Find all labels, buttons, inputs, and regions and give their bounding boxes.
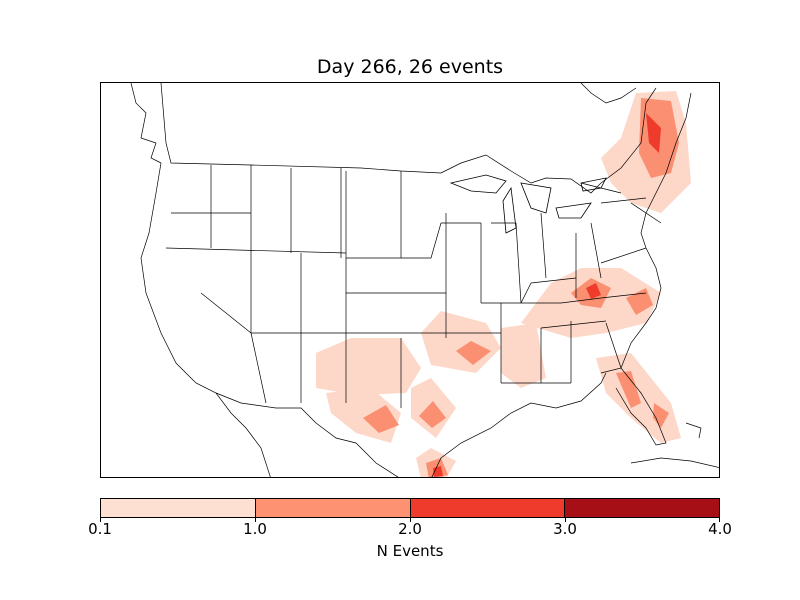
contour-gulf-low (501, 323, 546, 388)
contour-florida-mid2 (653, 403, 669, 428)
contour-tennessee-high (586, 283, 601, 299)
colorbar-tick (255, 518, 256, 522)
contour-oklahoma-mid (456, 341, 491, 365)
colorbar-tick-label: 2.0 (398, 520, 422, 538)
contour-centraltexas-mid (419, 401, 446, 428)
contour-westtexas-low (316, 338, 421, 395)
colorbar-tick (100, 518, 101, 522)
colorbar-tick-label: 0.1 (88, 520, 112, 538)
colorbar-tick-label: 4.0 (708, 520, 732, 538)
colorbar-segment-2 (255, 499, 411, 517)
event-contours (316, 91, 691, 477)
colorbar-tick-label: 3.0 (553, 520, 577, 538)
colorbar-segment-4 (565, 499, 719, 517)
colorbar-tick (719, 518, 720, 522)
colorbar-segment-3 (410, 499, 566, 517)
map-panel (100, 82, 720, 478)
colorbar-tick (565, 518, 566, 522)
contour-oklahoma-low (421, 311, 501, 373)
colorbar-label: N Events (376, 542, 444, 560)
colorbar (100, 498, 720, 518)
colorbar-tick (410, 518, 411, 522)
colorbar-segment-1 (101, 499, 256, 517)
great-lakes (449, 174, 607, 234)
contour-texas-mid (363, 405, 399, 433)
contour-florida-mid (616, 371, 641, 408)
plot-title: Day 266, 26 events (316, 56, 504, 78)
contour-northeast-high (646, 113, 661, 153)
colorbar-tick-label: 1.0 (243, 520, 267, 538)
us-state-map (130, 83, 719, 477)
coastlines (130, 83, 719, 468)
state-boundaries (140, 83, 692, 477)
